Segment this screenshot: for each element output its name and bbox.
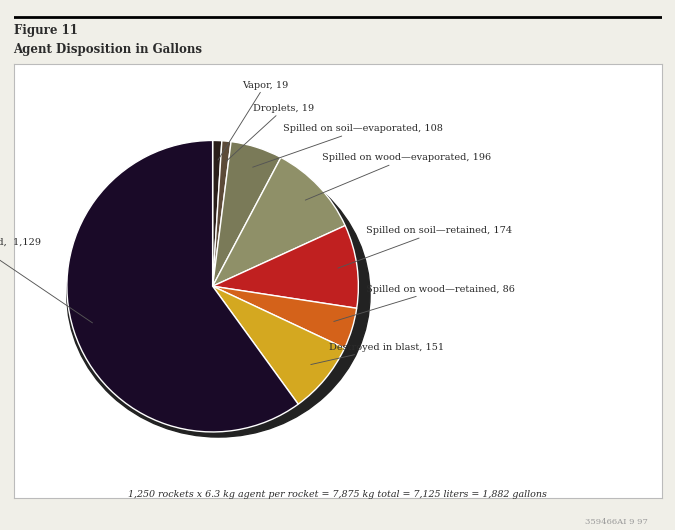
Wedge shape xyxy=(213,157,345,286)
Wedge shape xyxy=(213,141,231,286)
Text: Spilled on wood—evaporated, 196: Spilled on wood—evaporated, 196 xyxy=(305,154,491,200)
Text: No agent dispersed,  1,129: No agent dispersed, 1,129 xyxy=(0,238,92,323)
Text: Agent Disposition in Gallons: Agent Disposition in Gallons xyxy=(14,43,202,57)
Ellipse shape xyxy=(67,153,370,437)
Text: Droplets, 19: Droplets, 19 xyxy=(226,104,315,161)
Wedge shape xyxy=(213,226,358,308)
Wedge shape xyxy=(213,286,344,404)
Text: 1,250 rockets x 6.3 kg agent per rocket = 7,875 kg total = 7,125 liters = 1,882 : 1,250 rockets x 6.3 kg agent per rocket … xyxy=(128,490,547,499)
Wedge shape xyxy=(213,140,222,286)
Text: Spilled on soil—retained, 174: Spilled on soil—retained, 174 xyxy=(338,226,512,268)
Wedge shape xyxy=(213,286,356,348)
Text: Spilled on wood—retained, 86: Spilled on wood—retained, 86 xyxy=(334,285,514,322)
Wedge shape xyxy=(213,142,281,286)
Text: Spilled on soil—evaporated, 108: Spilled on soil—evaporated, 108 xyxy=(252,125,442,167)
Text: 359466AI 9 97: 359466AI 9 97 xyxy=(585,518,648,526)
Text: Destroyed in blast, 151: Destroyed in blast, 151 xyxy=(310,343,444,365)
Text: Vapor, 19: Vapor, 19 xyxy=(218,81,288,160)
Wedge shape xyxy=(67,140,298,432)
Text: Figure 11: Figure 11 xyxy=(14,24,78,37)
